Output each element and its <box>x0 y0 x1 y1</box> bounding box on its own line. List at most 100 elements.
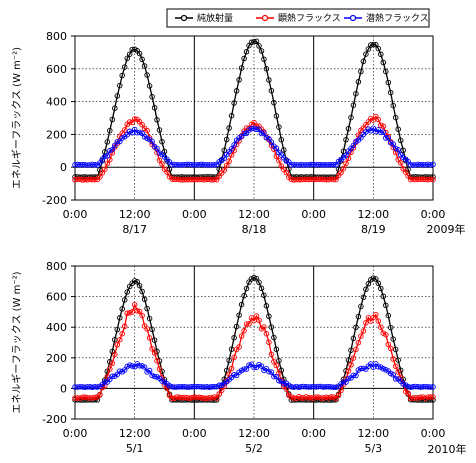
series-point-1 <box>121 127 128 133</box>
series-point-1 <box>375 318 382 324</box>
series-point-1 <box>328 394 334 400</box>
series-point-1 <box>330 176 337 183</box>
series-point-0 <box>121 297 128 303</box>
series-point-1 <box>102 166 108 172</box>
series-point-0 <box>156 127 163 133</box>
series-point-1 <box>298 395 304 401</box>
series-point-2 <box>258 130 265 137</box>
series-point-2 <box>102 153 108 160</box>
series-point-2 <box>392 376 399 382</box>
series-point-2 <box>136 129 143 136</box>
series-point-0 <box>226 125 232 131</box>
series-point-1 <box>107 366 113 372</box>
series-point-1 <box>131 116 138 122</box>
series-point-0 <box>253 38 260 45</box>
series-point-2 <box>114 138 121 145</box>
series-point-1 <box>186 395 193 402</box>
series-point-0 <box>114 326 121 333</box>
series-point-1 <box>151 350 158 356</box>
series-point-2 <box>261 130 267 136</box>
series-point-1 <box>117 336 123 343</box>
series-point-1 <box>89 395 96 401</box>
date-label: 8/17 <box>122 223 147 236</box>
series-point-2 <box>380 366 387 372</box>
series-point-2 <box>330 161 337 168</box>
series-point-1 <box>395 369 401 375</box>
year-label: 2009年 <box>427 222 466 236</box>
legend-marker-0 <box>180 14 188 22</box>
series-point-0 <box>121 64 128 70</box>
series-point-2 <box>216 382 222 389</box>
series-point-1 <box>126 119 133 125</box>
series-point-0 <box>256 43 262 49</box>
x-tick-label: 0:00 <box>182 427 207 440</box>
series-point-1 <box>216 391 222 397</box>
series-point-1 <box>251 119 257 126</box>
series-point-0 <box>263 66 270 72</box>
series-2 <box>72 361 436 391</box>
series-point-0 <box>343 136 349 143</box>
series-2 <box>72 125 436 168</box>
series-point-2 <box>248 125 255 132</box>
legend: 純放射量 顕熱フラックス 潜熱フラックス <box>166 8 430 28</box>
series-point-2 <box>263 134 270 141</box>
series-point-1 <box>380 123 387 130</box>
series-point-1 <box>99 170 106 176</box>
series-point-1 <box>333 176 339 183</box>
series-point-0 <box>281 147 287 153</box>
series-point-1 <box>211 394 217 400</box>
series-point-1 <box>338 387 344 394</box>
series-point-1 <box>271 358 277 365</box>
series-point-1 <box>363 320 369 326</box>
series-point-1 <box>136 308 143 315</box>
series-point-0 <box>109 116 116 123</box>
series-point-2 <box>141 364 148 370</box>
series-point-1 <box>276 157 282 164</box>
series-point-2 <box>89 161 96 168</box>
series-point-1 <box>402 169 409 175</box>
legend-label-1: 顕熱フラックス <box>278 12 341 24</box>
series-point-0 <box>124 55 130 62</box>
series-point-0 <box>358 303 364 310</box>
y-tick-label: 400 <box>46 96 67 109</box>
series-point-0 <box>151 337 158 343</box>
y-tick-label: 0 <box>60 161 67 174</box>
series-point-1 <box>139 121 145 128</box>
series-point-2 <box>350 142 357 149</box>
series-point-1 <box>107 156 113 163</box>
x-tick-label: 0:00 <box>63 208 88 221</box>
y-tick-label: 0 <box>60 382 67 395</box>
series-point-0 <box>263 303 270 309</box>
series-point-2 <box>104 153 111 159</box>
series-point-0 <box>131 278 138 284</box>
series-point-1 <box>303 394 309 400</box>
series-point-1 <box>415 395 421 401</box>
series-point-2 <box>102 379 108 385</box>
series-point-0 <box>395 357 401 363</box>
y-tick-label: -200 <box>42 194 67 207</box>
series-point-2 <box>92 162 98 168</box>
series-point-2 <box>129 363 135 369</box>
x-tick-label: 12:00 <box>357 208 389 221</box>
series-point-0 <box>273 113 280 119</box>
series-point-1 <box>383 331 389 338</box>
series-point-0 <box>144 305 150 312</box>
series-point-2 <box>166 383 173 389</box>
series-point-0 <box>136 50 143 57</box>
series-point-1 <box>368 318 374 324</box>
series-point-1 <box>144 127 150 134</box>
series-point-0 <box>151 105 158 111</box>
series-point-1 <box>129 119 135 126</box>
series-point-0 <box>385 312 392 319</box>
series-point-2 <box>154 145 160 152</box>
y-tick-label: -200 <box>42 413 67 426</box>
series-point-1 <box>223 162 230 169</box>
series-point-1 <box>246 321 252 327</box>
series-point-0 <box>139 56 145 63</box>
series-point-1 <box>263 330 270 337</box>
series-point-1 <box>213 395 220 401</box>
x-tick-label: 0:00 <box>182 208 207 221</box>
series-point-0 <box>124 289 130 295</box>
series-point-2 <box>345 375 352 382</box>
